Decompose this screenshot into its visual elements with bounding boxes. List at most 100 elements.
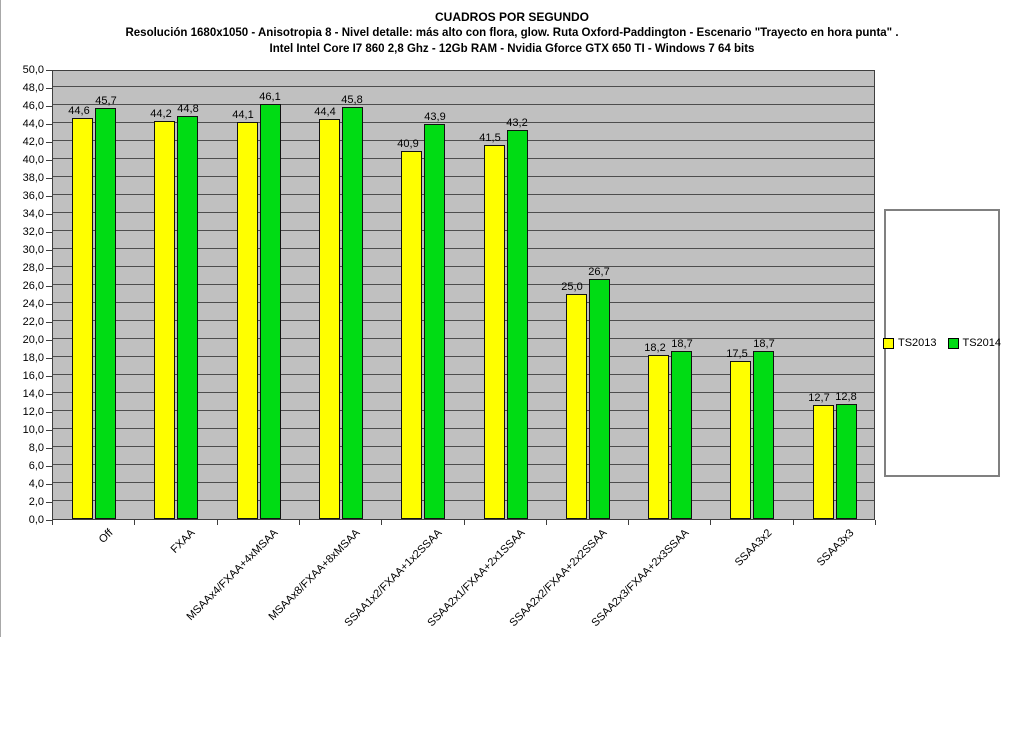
x-tick [464,520,465,525]
gridline [53,446,874,447]
bar-ts2013 [813,405,834,519]
chart-title: CUADROS POR SEGUNDO [434,10,589,24]
value-label-ts2014: 18,7 [753,338,775,350]
y-axis-tick-label: 4,0 [28,478,44,490]
gridline [53,212,874,213]
x-tick [217,520,218,525]
value-label-ts2013: 44,1 [232,109,254,121]
y-axis-tick-label: 42,0 [22,136,44,148]
y-axis-tick-label: 14,0 [22,388,44,400]
gridline [53,500,874,501]
y-tick [46,286,52,287]
y-tick [46,340,52,341]
window-edge [0,0,1,637]
x-tick [875,520,876,525]
bar-ts2014 [671,351,692,519]
y-axis-tick-label: 48,0 [22,82,44,94]
gridline [53,464,874,465]
gridline [53,230,874,231]
y-axis-tick-label: 16,0 [22,370,44,382]
y-tick [46,142,52,143]
bar-ts2013 [401,151,422,519]
gridline [53,482,874,483]
value-label-ts2014: 45,8 [341,94,363,106]
y-axis-tick-label: 0,0 [28,514,44,526]
x-tick [546,520,547,525]
y-axis-tick-label: 38,0 [22,172,44,184]
value-label-ts2014: 18,7 [671,338,693,350]
value-label-ts2014: 43,2 [506,117,528,129]
y-axis-tick-label: 8,0 [28,442,44,454]
bar-ts2014 [836,404,857,519]
gridline [53,266,874,267]
bar-ts2013 [72,118,93,519]
y-axis-tick-label: 26,0 [22,280,44,292]
x-tick [52,520,53,525]
y-axis-tick-label: 24,0 [22,298,44,310]
gridline [53,158,874,159]
y-tick [46,160,52,161]
gridline [53,338,874,339]
bar-ts2014 [95,108,116,519]
y-axis-tick-label: 28,0 [22,262,44,274]
y-tick [46,304,52,305]
legend-item-ts2014: TS2014 [947,337,1002,349]
value-label-ts2014: 43,9 [424,111,446,123]
y-tick [46,484,52,485]
y-tick [46,214,52,215]
y-tick [46,70,52,71]
legend-swatch-ts2014 [947,337,959,349]
value-label-ts2013: 25,0 [561,281,583,293]
bar-ts2013 [730,361,751,519]
gridline [53,410,874,411]
gridline [53,284,874,285]
x-tick [793,520,794,525]
bar-ts2013 [319,119,340,519]
bar-ts2013 [237,122,258,519]
bar-ts2014 [424,124,445,519]
y-tick [46,322,52,323]
y-axis-tick-label: 30,0 [22,244,44,256]
bar-ts2014 [342,107,363,519]
chart-subtitle-1: Resolución 1680x1050 - Anisotropia 8 - N… [125,27,899,39]
value-label-ts2014: 46,1 [259,91,281,103]
gridline [53,176,874,177]
x-tick [299,520,300,525]
value-label-ts2013: 40,9 [397,138,419,150]
gridline [53,320,874,321]
bar-ts2014 [507,130,528,519]
y-tick [46,376,52,377]
y-tick [46,394,52,395]
chart-subtitle-2: Intel Intel Core I7 860 2,8 Ghz - 12Gb R… [269,43,755,55]
value-label-ts2013: 41,5 [479,132,501,144]
y-axis-tick-label: 10,0 [22,424,44,436]
legend-item-ts2013: TS2013 [882,337,937,349]
y-tick [46,106,52,107]
y-tick [46,232,52,233]
legend-swatch-ts2013 [882,337,894,349]
bar-ts2013 [154,121,175,519]
gridline [53,248,874,249]
value-label-ts2013: 44,4 [314,106,336,118]
value-label-ts2013: 44,2 [150,108,172,120]
y-axis-tick-label: 2,0 [28,496,44,508]
y-tick [46,520,52,521]
value-label-ts2013: 17,5 [726,348,748,360]
y-tick [46,430,52,431]
gridline [53,428,874,429]
value-label-ts2013: 12,7 [808,392,830,404]
y-axis-tick-label: 18,0 [22,352,44,364]
x-tick [134,520,135,525]
legend-label-ts2014: TS2014 [962,337,1002,349]
value-label-ts2014: 44,8 [177,103,199,115]
y-tick [46,88,52,89]
gridline [53,374,874,375]
y-axis-tick-label: 22,0 [22,316,44,328]
gridline [53,122,874,123]
legend-label-ts2013: TS2013 [897,337,937,349]
y-axis-tick-label: 36,0 [22,190,44,202]
x-tick [628,520,629,525]
x-tick [710,520,711,525]
plot-area: 44,6 45,7 44,2 44,8 44,1 46,1 44,4 45,8 40,9 43,9… [52,70,875,520]
gridline [53,302,874,303]
